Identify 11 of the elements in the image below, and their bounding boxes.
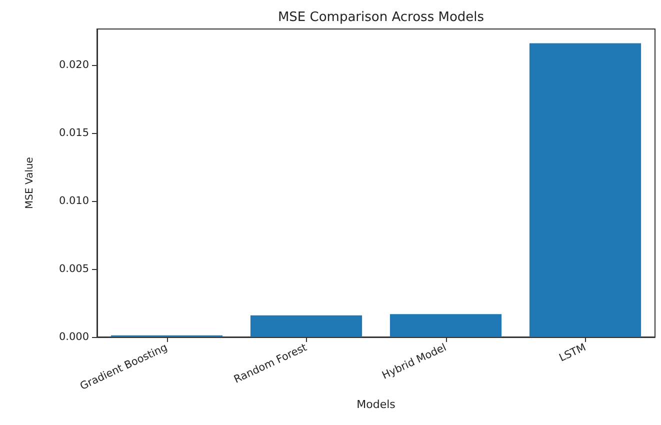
y-axis-title: MSE Value <box>24 157 36 209</box>
bar <box>250 315 362 337</box>
y-tick-label: 0.020 <box>58 59 89 72</box>
y-tick-label: 0.000 <box>58 331 89 343</box>
y-tick-label: 0.010 <box>58 195 89 208</box>
bar <box>529 43 642 337</box>
chart-title: MSE Comparison Across Models <box>278 10 484 25</box>
bar <box>390 314 502 337</box>
y-tick-label: 0.005 <box>58 263 89 276</box>
y-tick-label: 0.015 <box>58 127 89 140</box>
x-axis-title: Models <box>356 398 396 411</box>
